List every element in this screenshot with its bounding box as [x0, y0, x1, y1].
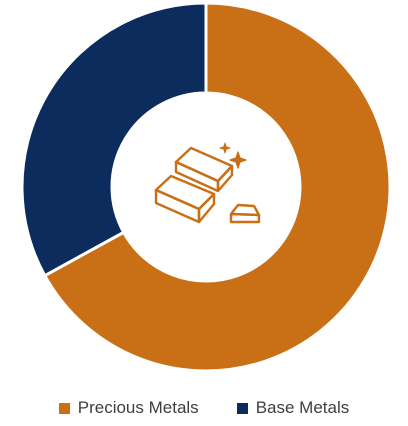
legend-label-base-metals: Base Metals — [255, 398, 350, 417]
legend-swatch-base-metals — [236, 402, 248, 414]
legend-swatch-precious-metals — [58, 402, 70, 414]
legend-item-precious-metals: Precious Metals — [58, 398, 199, 418]
slice-precious-metals — [42, 1, 392, 372]
donut-chart — [20, 1, 392, 372]
slice-base-metals — [20, 1, 208, 278]
legend-label-precious-metals: Precious Metals — [77, 398, 199, 417]
legend-item-base-metals: Base Metals — [236, 398, 350, 418]
donut-slices — [20, 1, 392, 372]
sparkle-large-icon — [229, 151, 247, 169]
chart-legend: Precious Metals Base Metals — [0, 398, 408, 418]
sparkle-small-icon — [219, 142, 231, 154]
gold-bars-icon — [154, 142, 261, 224]
